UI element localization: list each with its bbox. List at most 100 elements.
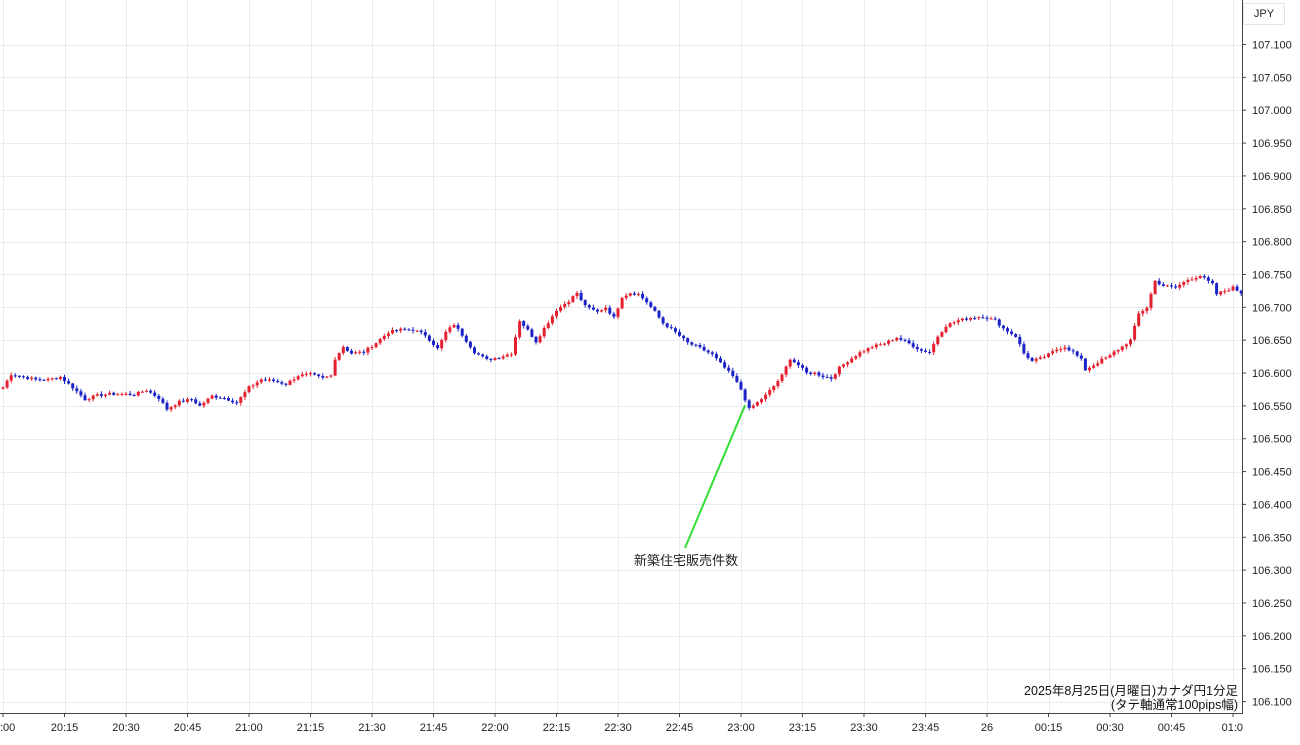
candle-body [1129, 339, 1132, 345]
candle [940, 331, 944, 338]
candle [637, 292, 640, 297]
candle [735, 373, 739, 384]
annotation-label: 新築住宅販売件数 [634, 553, 738, 568]
candle-body [1092, 365, 1096, 368]
y-tick-label: 106.150 [1252, 664, 1292, 676]
candle [235, 399, 239, 406]
candle [1026, 350, 1030, 360]
candle [1047, 352, 1050, 359]
candle-body [407, 329, 411, 331]
candle [128, 390, 132, 396]
candle [657, 309, 661, 319]
candle [710, 350, 714, 357]
candle-body [1026, 353, 1030, 358]
candle [1075, 350, 1079, 358]
candle-body [977, 317, 981, 319]
candle [977, 316, 981, 321]
candle-body [370, 347, 374, 349]
y-tick-label: 106.200 [1252, 631, 1292, 643]
candle-body [948, 323, 952, 327]
annotation-line [684, 404, 747, 549]
candle-body [673, 328, 677, 332]
candle-body [788, 359, 792, 367]
candle-body [382, 335, 386, 340]
candle [198, 400, 202, 407]
x-tick-label: 22:15 [543, 722, 571, 734]
candle-body [973, 318, 977, 320]
candle [54, 377, 58, 380]
candle [42, 378, 46, 381]
candle-body [796, 362, 800, 366]
candle [1211, 279, 1214, 285]
candle [501, 354, 505, 360]
candle [71, 382, 75, 391]
candle-body [1137, 313, 1141, 326]
candle [325, 375, 329, 379]
candle-body [1030, 357, 1034, 361]
candle-body [833, 374, 837, 379]
candle [1063, 344, 1067, 352]
candle-body [518, 321, 522, 338]
candle [985, 315, 989, 322]
candle-body [1034, 358, 1038, 361]
candle-body [1055, 349, 1059, 352]
candle [608, 305, 612, 316]
candle [854, 354, 858, 360]
candle-body [136, 391, 140, 396]
candle-body [1194, 278, 1198, 280]
candle-body [403, 328, 407, 330]
candle [764, 392, 768, 402]
candle-body [714, 354, 718, 359]
candle [38, 377, 42, 382]
candle-body [1170, 285, 1173, 287]
candle [591, 304, 595, 311]
candle-body [760, 399, 763, 403]
candle [1018, 334, 1022, 347]
candle [268, 377, 271, 383]
candle-body [1190, 279, 1194, 281]
candle-body [600, 310, 604, 312]
x-tick-label: 21:45 [420, 722, 448, 734]
candle-body [493, 358, 497, 360]
candle-body [9, 375, 13, 381]
candle [272, 377, 276, 383]
candle-body [932, 344, 936, 353]
candle [596, 308, 599, 315]
candle [17, 375, 21, 378]
caption-line-1: 2025年8月25日(月曜日)カナダ円1分足 [1024, 683, 1238, 698]
candle-body [304, 373, 308, 375]
y-tick-label: 106.900 [1252, 171, 1292, 183]
candle [632, 291, 636, 296]
candle [665, 322, 669, 329]
candle [833, 373, 837, 380]
chart-caption: 2025年8月25日(月曜日)カナダ円1分足 (タテ軸通常100pips幅) [1024, 683, 1238, 712]
x-tick-label: 21:30 [358, 722, 386, 734]
candle-body [181, 400, 185, 402]
candle [874, 342, 878, 350]
candle [222, 396, 226, 400]
candle-body [862, 351, 866, 353]
candle-body [132, 395, 136, 397]
candle-body [17, 375, 21, 377]
candle [120, 392, 124, 397]
candle-body [846, 362, 850, 365]
x-tick-label: 20:30 [112, 722, 140, 734]
candle [350, 349, 353, 355]
candle [997, 318, 1001, 328]
candle [719, 355, 722, 364]
candle [214, 393, 218, 400]
axes [0, 0, 1243, 714]
candle [460, 327, 464, 338]
candle [915, 344, 919, 352]
candle [645, 296, 649, 305]
candle-body [177, 400, 181, 406]
candle-body [1051, 351, 1055, 354]
candle-body [1239, 290, 1243, 294]
candle [181, 398, 185, 403]
candle [22, 375, 25, 379]
candle [284, 382, 288, 387]
candle-body [210, 395, 214, 399]
candle-body [944, 326, 948, 333]
candle-body [825, 377, 829, 379]
candle-body [374, 343, 378, 348]
